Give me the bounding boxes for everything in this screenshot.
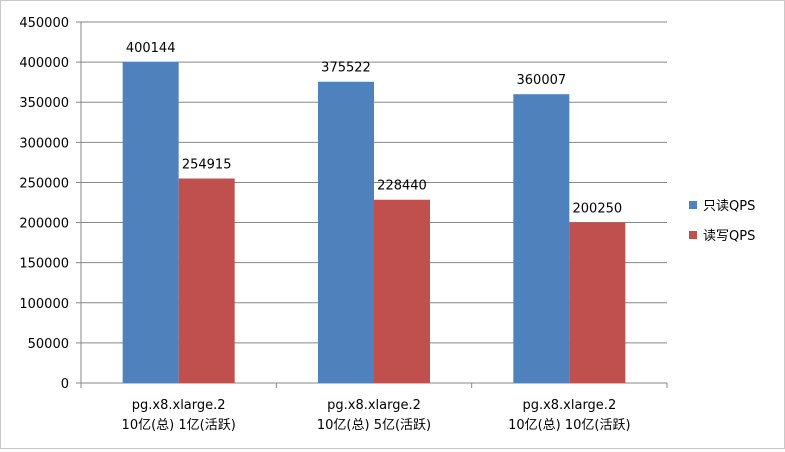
x-tick-label: 10亿(总) 1亿(活跃) xyxy=(122,418,236,433)
x-tick-label: pg.x8.xlarge.2 xyxy=(522,398,616,413)
data-label: 400144 xyxy=(126,41,176,56)
y-tick-label: 450000 xyxy=(19,16,69,31)
y-tick-label: 200000 xyxy=(19,217,69,232)
bar xyxy=(318,81,374,383)
x-tick-label: 10亿(总) 5亿(活跃) xyxy=(317,418,431,433)
data-label: 228440 xyxy=(377,179,427,194)
x-tick-label: pg.x8.xlarge.2 xyxy=(132,398,226,413)
legend-label: 读写QPS xyxy=(703,229,755,244)
y-tick-label: 100000 xyxy=(19,297,69,312)
y-tick-label: 0 xyxy=(61,377,69,392)
bar xyxy=(513,94,570,383)
bar xyxy=(178,178,235,383)
x-tick-label: pg.x8.xlarge.2 xyxy=(327,398,421,413)
legend-label: 只读QPS xyxy=(703,199,755,214)
y-tick-label: 300000 xyxy=(19,136,69,151)
y-tick-label: 50000 xyxy=(28,337,69,352)
data-label: 254915 xyxy=(182,158,232,173)
bar xyxy=(122,61,179,383)
data-label: 200250 xyxy=(573,201,623,216)
x-tick-label: 10亿(总) 10亿(活跃) xyxy=(508,418,631,433)
bar xyxy=(569,222,626,383)
y-tick-label: 150000 xyxy=(19,257,69,272)
y-tick-label: 250000 xyxy=(19,176,69,191)
bar xyxy=(374,199,430,383)
legend-swatch xyxy=(689,231,697,239)
y-tick-label: 350000 xyxy=(19,96,69,111)
y-tick-label: 400000 xyxy=(19,56,69,71)
data-label: 375522 xyxy=(321,61,371,76)
legend-swatch xyxy=(689,201,697,209)
data-label: 360007 xyxy=(517,73,567,88)
